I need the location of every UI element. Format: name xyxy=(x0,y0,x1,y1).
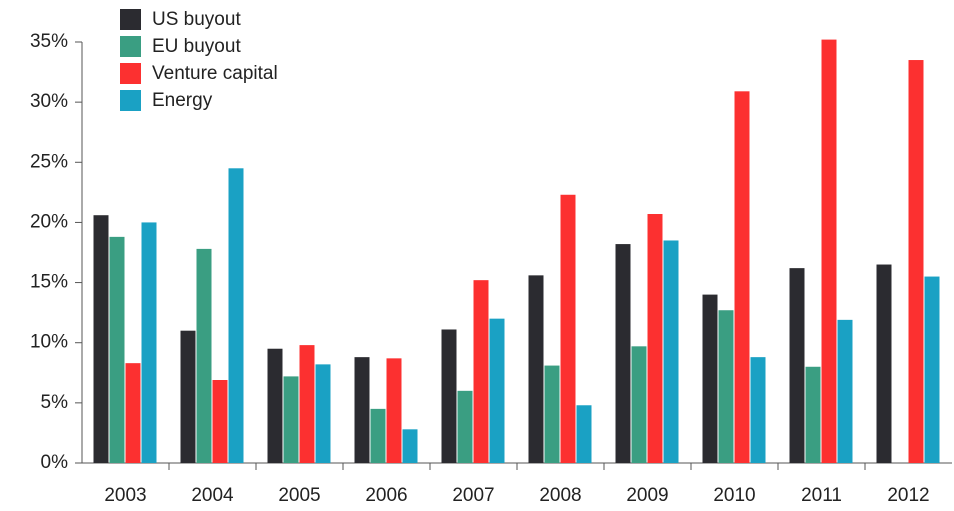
x-tick-label: 2011 xyxy=(801,485,842,506)
bar xyxy=(386,358,402,463)
x-tick-label: 2012 xyxy=(887,485,929,506)
bar xyxy=(734,91,750,464)
bar xyxy=(821,39,837,463)
legend-swatch xyxy=(120,36,141,57)
bar xyxy=(299,345,315,463)
x-tick-label: 2009 xyxy=(626,485,668,506)
bar xyxy=(560,194,576,463)
bar xyxy=(631,346,647,463)
bar xyxy=(141,222,157,463)
bar xyxy=(576,405,592,463)
bar xyxy=(837,319,853,463)
y-tick-label: 0% xyxy=(41,452,69,473)
legend-swatch xyxy=(120,9,141,30)
bar xyxy=(924,276,940,463)
y-tick-label: 10% xyxy=(30,332,68,353)
bar xyxy=(908,60,924,464)
bar xyxy=(702,294,718,463)
x-tick-label: 2010 xyxy=(713,485,755,506)
legend-label: Venture capital xyxy=(152,63,278,84)
x-tick-label: 2005 xyxy=(278,485,320,506)
y-tick-label: 35% xyxy=(30,31,68,52)
bar xyxy=(489,318,505,463)
bar xyxy=(663,240,679,463)
x-tick-label: 2004 xyxy=(191,485,234,506)
bar xyxy=(647,214,663,463)
bar xyxy=(615,244,631,463)
bar xyxy=(750,357,766,463)
legend-label: US buyout xyxy=(152,9,241,30)
bar xyxy=(473,280,489,463)
bar xyxy=(228,168,244,464)
bar xyxy=(196,248,212,463)
legend-label: EU buyout xyxy=(152,36,241,57)
bar xyxy=(109,236,125,463)
y-tick-label: 15% xyxy=(30,272,68,293)
y-tick-label: 20% xyxy=(30,211,68,232)
bar xyxy=(354,357,370,463)
x-tick-label: 2007 xyxy=(452,485,494,506)
bar xyxy=(370,408,386,463)
bar xyxy=(457,390,473,463)
bar xyxy=(402,429,418,463)
bar xyxy=(315,364,331,463)
bar xyxy=(93,215,109,463)
bar xyxy=(876,264,892,463)
legend-swatch xyxy=(120,63,141,84)
y-tick-label: 5% xyxy=(41,392,69,413)
bar xyxy=(212,380,228,463)
bar xyxy=(528,275,544,463)
bar xyxy=(718,310,734,463)
x-tick-label: 2003 xyxy=(104,485,146,506)
x-tick-label: 2008 xyxy=(539,485,581,506)
bar xyxy=(283,376,299,463)
y-tick-label: 30% xyxy=(30,91,68,112)
bar xyxy=(805,366,821,463)
bar xyxy=(441,329,457,463)
x-tick-label: 2006 xyxy=(365,485,407,506)
legend-label: Energy xyxy=(152,90,213,111)
legend-swatch xyxy=(120,90,141,111)
y-tick-label: 25% xyxy=(30,151,68,172)
bar xyxy=(267,348,283,463)
bar xyxy=(125,363,141,463)
bar xyxy=(544,365,560,463)
bar xyxy=(789,268,805,463)
bar xyxy=(180,330,196,463)
